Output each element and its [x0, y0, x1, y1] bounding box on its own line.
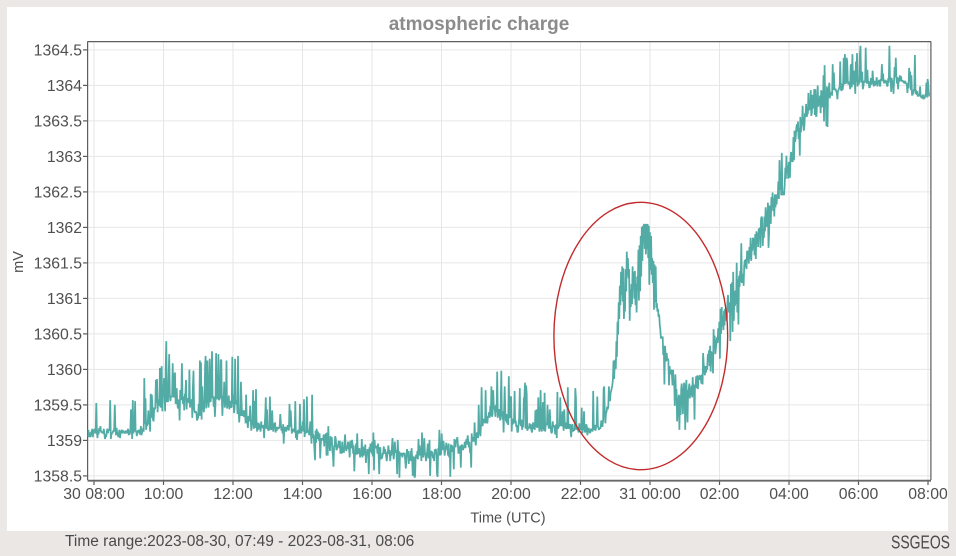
svg-text:1361.5: 1361.5 — [34, 255, 83, 272]
svg-text:14:00: 14:00 — [283, 486, 323, 503]
svg-text:1364.5: 1364.5 — [34, 42, 83, 59]
svg-text:1363: 1363 — [47, 149, 82, 166]
svg-text:1362: 1362 — [47, 220, 82, 237]
svg-text:1360: 1360 — [47, 362, 82, 379]
svg-text:1359: 1359 — [47, 433, 82, 450]
svg-text:1364: 1364 — [47, 78, 82, 95]
svg-text:22:00: 22:00 — [561, 486, 601, 503]
svg-text:1362.5: 1362.5 — [34, 184, 83, 201]
svg-text:08:00: 08:00 — [908, 486, 948, 503]
svg-text:16:00: 16:00 — [352, 486, 392, 503]
svg-text:Time range:2023-08-30, 07:49 -: Time range:2023-08-30, 07:49 - 2023-08-3… — [65, 533, 414, 550]
svg-text:SSGEOS: SSGEOS — [891, 532, 950, 553]
svg-text:1363.5: 1363.5 — [34, 113, 83, 130]
svg-text:02:00: 02:00 — [700, 486, 740, 503]
svg-text:Time (UTC): Time (UTC) — [470, 511, 545, 527]
svg-text:04:00: 04:00 — [769, 486, 809, 503]
svg-text:30 08:00: 30 08:00 — [63, 486, 125, 503]
svg-text:18:00: 18:00 — [422, 486, 462, 503]
svg-text:06:00: 06:00 — [839, 486, 879, 503]
svg-text:31 00:00: 31 00:00 — [619, 486, 681, 503]
svg-text:1358.5: 1358.5 — [34, 468, 83, 485]
svg-text:1361: 1361 — [47, 291, 82, 308]
svg-text:1360.5: 1360.5 — [34, 326, 83, 343]
svg-text:20:00: 20:00 — [491, 486, 531, 503]
svg-text:1359.5: 1359.5 — [34, 397, 83, 414]
svg-text:10:00: 10:00 — [144, 486, 184, 503]
svg-text:atmospheric charge: atmospheric charge — [389, 14, 570, 35]
svg-text:12:00: 12:00 — [213, 486, 253, 503]
svg-text:mV: mV — [11, 251, 27, 273]
